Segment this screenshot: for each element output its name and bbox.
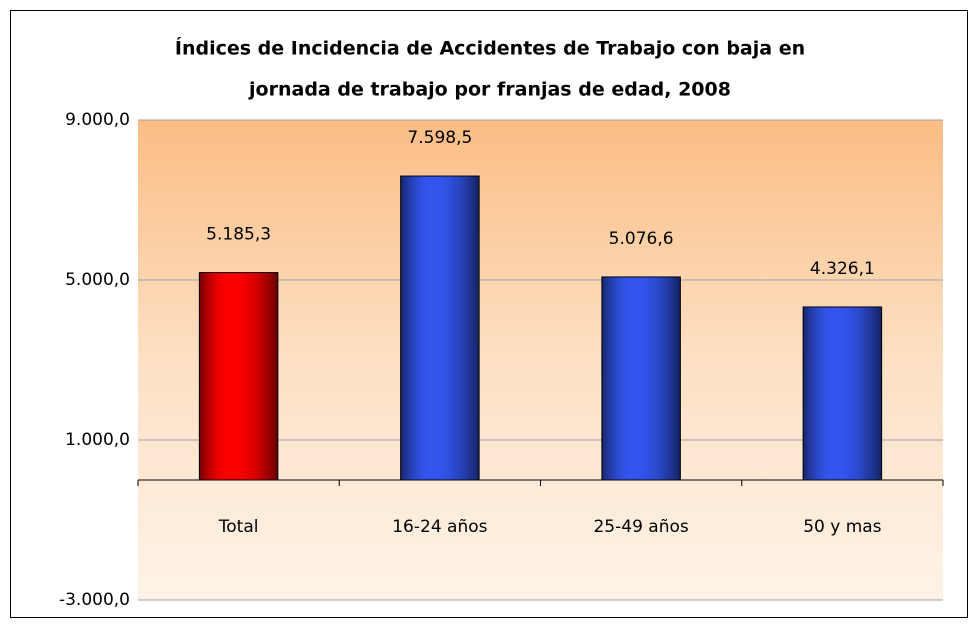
bar <box>198 272 279 481</box>
y-tick-label: 5.000,0 <box>65 270 130 290</box>
bar <box>601 276 681 481</box>
data-label: 5.076,6 <box>609 229 674 249</box>
bar <box>400 175 480 481</box>
y-tick-label: -3.000,0 <box>59 590 130 610</box>
x-tick-label: 50 y mas <box>803 517 881 537</box>
x-tick-label: 16-24 años <box>392 517 487 537</box>
data-label: 7.598,5 <box>407 128 472 148</box>
y-tick-label: 1.000,0 <box>65 430 130 450</box>
chart-title: Índices de Incidencia de Accidentes de T… <box>175 37 805 60</box>
x-tick-label: 25-49 años <box>593 517 688 537</box>
data-label: 5.185,3 <box>206 225 271 245</box>
chart-title: jornada de trabajo por franjas de edad, … <box>248 79 731 101</box>
y-tick-label: 9.000,0 <box>65 110 130 130</box>
x-tick-label: Total <box>218 517 259 537</box>
data-label: 4.326,1 <box>810 259 875 279</box>
bar <box>802 306 883 481</box>
